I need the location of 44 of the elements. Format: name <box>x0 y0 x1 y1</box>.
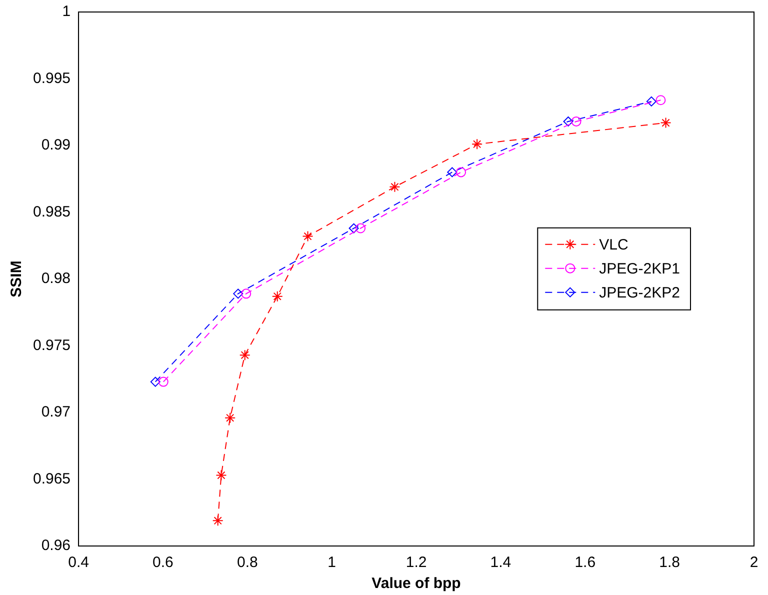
point <box>456 167 466 178</box>
x-tick-label: 1.2 <box>406 554 427 572</box>
x-axis-title: Value of bpp <box>372 575 461 592</box>
x-tick-label: 0.4 <box>68 554 89 572</box>
point <box>389 181 400 192</box>
point <box>224 412 236 424</box>
x-tick-label: 1.8 <box>659 554 680 572</box>
x-tick-label: 2 <box>750 554 758 572</box>
y-tick-label: 0.995 <box>32 70 71 87</box>
x-tick-label: 0.6 <box>152 554 174 572</box>
y-tick-label: 0.965 <box>32 470 71 488</box>
point <box>272 290 283 302</box>
point <box>656 95 666 106</box>
x-tick-label: 1.4 <box>490 554 512 572</box>
y-tick-label: 0.975 <box>32 336 71 354</box>
y-tick-label: 0.99 <box>41 136 71 154</box>
x-tick-label: 1.6 <box>574 554 596 572</box>
legend-label: JPEG-2KP2 <box>599 284 680 302</box>
x-tick-label: 1 <box>328 554 336 572</box>
point <box>239 350 250 361</box>
point <box>158 376 168 387</box>
y-tick-label: 0.96 <box>41 537 71 554</box>
y-tick-label: 0.985 <box>32 203 71 220</box>
point <box>646 96 656 106</box>
x-tick-label: 0.8 <box>236 554 258 572</box>
y-tick-label: 0.97 <box>41 404 71 421</box>
point <box>241 288 252 299</box>
point <box>348 223 359 234</box>
y-axis-title: SSIM <box>8 260 26 298</box>
legend-label: JPEG-2KP1 <box>599 260 680 278</box>
point <box>150 376 160 387</box>
point <box>233 288 244 299</box>
point <box>447 167 458 178</box>
point <box>472 138 483 150</box>
point <box>212 515 224 526</box>
point <box>302 230 314 242</box>
y-tick-label: 1 <box>62 3 71 20</box>
y-tick-label: 0.98 <box>41 270 71 288</box>
point <box>563 116 574 126</box>
point <box>660 117 672 128</box>
legend-label: VLC <box>599 236 628 254</box>
point <box>571 116 582 126</box>
point <box>216 470 227 481</box>
point <box>356 223 366 234</box>
